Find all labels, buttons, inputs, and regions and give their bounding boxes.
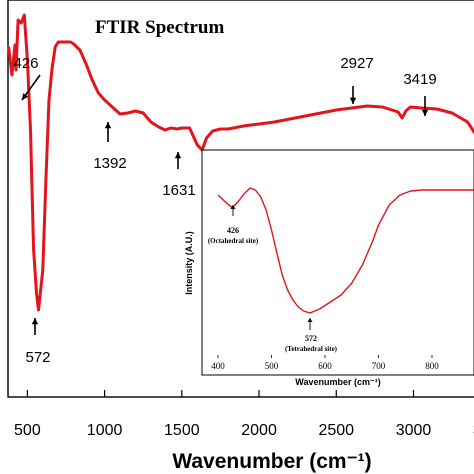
annotation-arrowhead [22,93,29,100]
main-plot-frame [7,0,474,398]
main-x-axis-label: Wavenumber (cm⁻¹) [172,450,371,473]
annotation-arrowhead [104,122,112,129]
inset-annotation-note: (Octahedral site) [208,237,259,245]
inset-plot: 400 500 600 700 800 426 (Octahedral site) 572 (… [184,149,474,387]
inset-annotation-value: 426 [227,226,239,235]
inset-frame [201,149,474,376]
main-annotation-2927: 2927 [340,55,374,104]
inset-x-ticks: 400 500 600 700 800 [211,355,439,371]
annotation-arrowhead [230,205,236,209]
main-x-tick-label: 3000 [396,422,432,439]
inset-annotation-value: 572 [305,334,317,343]
main-annotation-label: 426 [13,55,38,72]
inset-x-tick-label: 400 [211,361,225,371]
annotation-arrowhead [174,152,182,159]
main-plot: 500 1000 1500 2000 2500 3000 3500 FTIR Spectru… [7,0,474,439]
inset-annotation-426: 426 (Octahedral site) [208,205,259,245]
inset-x-tick-label: 700 [372,361,386,371]
main-annotation-1392: 1392 [93,122,127,172]
inset-spectrum-line [217,187,474,314]
annotation-arrowhead [349,97,357,104]
main-annotation-label: 1392 [93,155,126,172]
inset-x-tick-label: 800 [425,361,439,371]
main-x-tick-label: 2000 [241,422,277,439]
main-annotation-1631: 1631 [162,152,196,199]
main-annotation-572: 572 [25,318,51,366]
inset-x-tick-label: 500 [265,361,279,371]
main-spectrum-line [7,13,474,312]
inset-annotation-note: (Tetrahedral site) [285,345,338,353]
main-x-tick-label: 500 [14,422,41,439]
inset-y-axis-label: Intensity (A.U.) [184,231,194,295]
main-annotation-426: 426 [13,55,41,101]
main-annotations: 426 572 1392 1631 2927 3419 [13,55,436,366]
main-x-ticks: 500 1000 1500 2000 2500 3000 3500 [14,390,474,439]
main-annotation-3419: 3419 [403,71,437,116]
chart-title: FTIR Spectrum [95,17,224,38]
inset-annotations: 426 (Octahedral site) 572 (Tetrahedral site… [208,205,338,353]
inset-x-axis-label: Wavenumber (cm⁻¹) [295,377,380,387]
inset-annotation-572: 572 (Tetrahedral site) [285,318,338,353]
main-x-tick-label: 3500 [473,422,474,439]
inset-x-tick-label: 600 [318,361,332,371]
main-x-tick-label: 1000 [87,422,123,439]
main-x-tick-label: 1500 [164,422,200,439]
inset-x-axis-label-text: Wavenumber (cm⁻¹) [295,377,380,387]
annotation-arrowhead [421,109,429,116]
annotation-arrowhead [307,318,313,322]
annotation-arrowhead [31,318,39,325]
main-annotation-label: 2927 [340,55,373,72]
main-annotation-label: 1631 [162,182,195,199]
main-x-tick-label: 2500 [318,422,354,439]
main-annotation-label: 572 [25,349,50,366]
main-annotation-label: 3419 [403,71,436,88]
